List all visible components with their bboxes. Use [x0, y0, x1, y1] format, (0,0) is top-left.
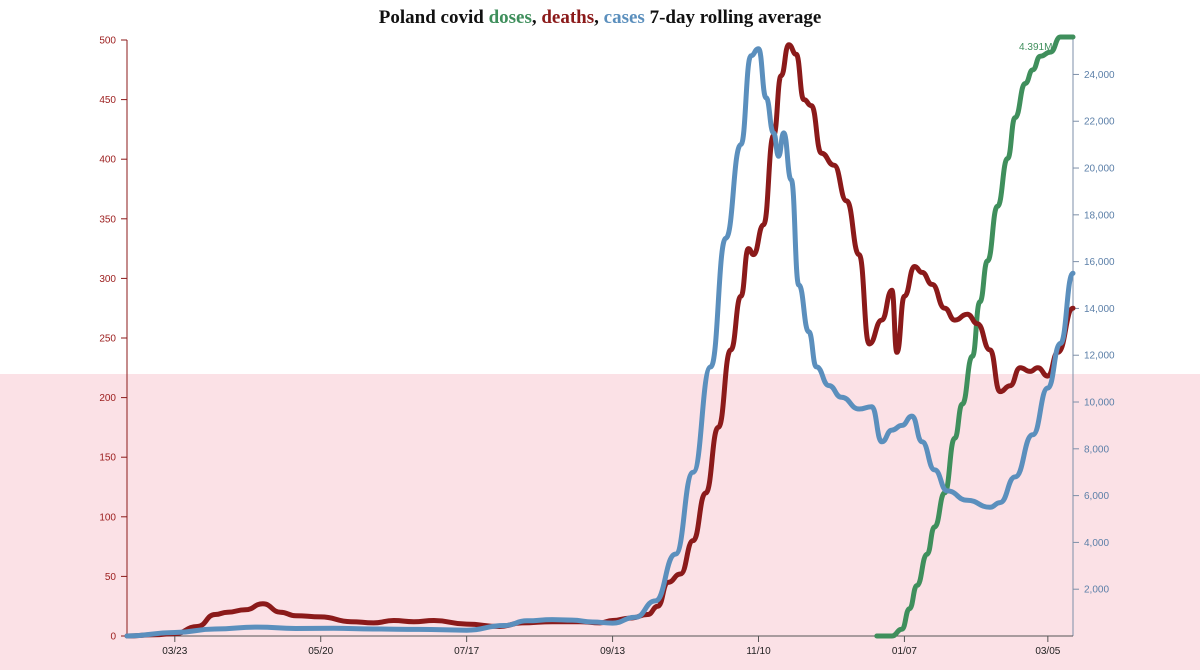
title-sep-2: ,: [594, 7, 604, 28]
title-cases: cases: [603, 7, 645, 28]
doses-max-annotation: 4.391M: [1019, 42, 1052, 53]
y-right-tick-label: 10,000: [1084, 398, 1115, 409]
y-left-tick-label: 300: [99, 274, 116, 285]
y-left-tick-label: 150: [99, 453, 116, 464]
title-sep-1: ,: [531, 7, 542, 28]
y-right-tick-label: 6,000: [1084, 491, 1109, 502]
series-doses-line: [874, 34, 1076, 639]
x-tick-label: 07/17: [454, 646, 479, 657]
y-right-tick-label: 18,000: [1084, 210, 1115, 221]
y-left-tick-label: 400: [99, 155, 116, 166]
x-tick-label: 05/20: [308, 646, 333, 657]
y-left-tick-label: 50: [105, 572, 117, 583]
y-right-tick-label: 16,000: [1084, 257, 1115, 268]
y-right-tick-label: 20,000: [1084, 164, 1115, 175]
chart-title: Poland covid doses, deaths, cases 7-day …: [0, 7, 1200, 29]
y-right-tick-label: 24,000: [1084, 70, 1115, 81]
title-prefix: Poland covid: [378, 7, 489, 28]
title-suffix: 7-day rolling average: [644, 7, 822, 28]
y-right-tick-label: 12,000: [1084, 351, 1115, 362]
x-tick-label: 11/10: [746, 646, 771, 657]
x-tick-label: 09/13: [600, 646, 625, 657]
y-right-tick-label: 22,000: [1084, 117, 1115, 128]
series-deaths-line: [124, 42, 1076, 639]
series-cases-line: [124, 46, 1076, 639]
y-right-tick-label: 2,000: [1084, 585, 1109, 596]
y-right-tick-label: 14,000: [1084, 304, 1115, 315]
y-left-tick-label: 450: [99, 95, 116, 106]
x-tick-label: 03/23: [162, 646, 187, 657]
y-left-tick-label: 250: [99, 334, 116, 345]
x-tick-label: 03/05: [1035, 646, 1060, 657]
y-left-tick-label: 0: [110, 632, 116, 643]
y-right-tick-label: 4,000: [1084, 538, 1109, 549]
x-tick-label: 01/07: [892, 646, 917, 657]
y-left-tick-label: 100: [99, 512, 116, 523]
y-left-tick-label: 500: [99, 36, 116, 47]
title-doses: doses: [488, 7, 532, 28]
y-right-tick-label: 8,000: [1084, 444, 1109, 455]
y-left-tick-label: 200: [99, 393, 116, 404]
title-deaths: deaths: [541, 7, 595, 28]
y-left-tick-label: 350: [99, 214, 116, 225]
